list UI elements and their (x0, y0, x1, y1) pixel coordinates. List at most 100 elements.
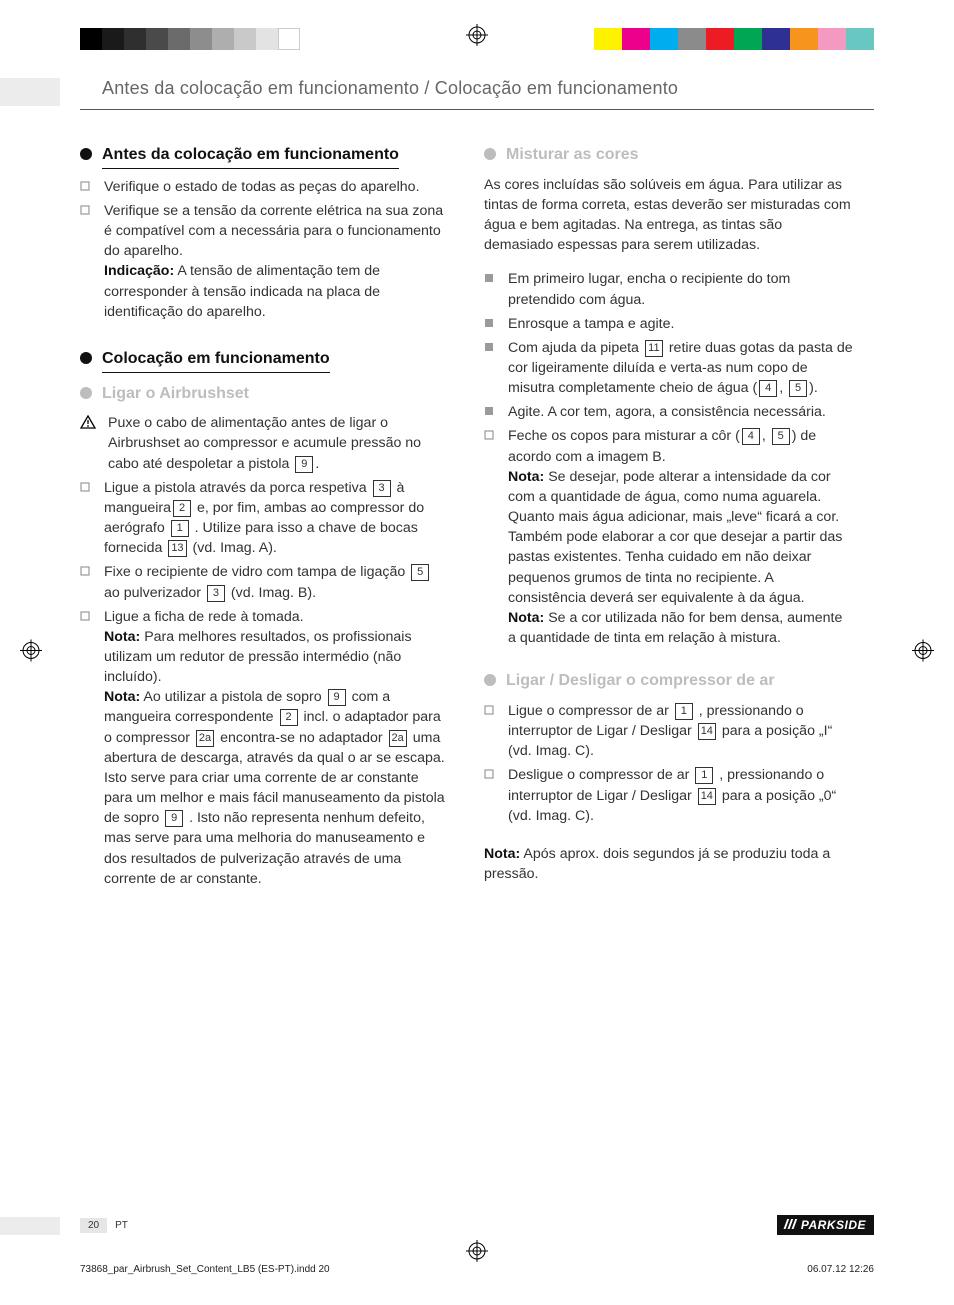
columns: Antes da colocação em funcionamento Veri… (80, 138, 874, 907)
section-subheading: Ligar o Airbrushset (80, 383, 450, 406)
ref-box: 9 (165, 810, 183, 827)
bullet-icon (80, 148, 92, 160)
text: Se a cor utilizada não for bem densa, au… (508, 610, 842, 646)
square-bullet-icon (484, 705, 496, 715)
bullet-icon (80, 387, 92, 399)
item-text: Feche os copos para misturar a côr (4, 5… (508, 426, 854, 648)
ref-box: 3 (373, 480, 391, 497)
text: Ligue o compressor de ar (508, 703, 673, 719)
ref-box: 2a (389, 730, 407, 747)
swatch (678, 28, 706, 50)
comma: , (762, 428, 770, 444)
heading-text: Colocação em funcionamento (102, 348, 330, 373)
item-text: Ligue o compressor de ar 1 , pressionand… (508, 701, 854, 761)
swatch (124, 28, 146, 50)
label: Nota: (104, 689, 140, 705)
ref-box: 5 (789, 380, 807, 397)
list-item: Puxe o cabo de alimentação antes de liga… (80, 413, 450, 473)
item-text: Em primeiro lugar, encha o recipiente do… (508, 269, 854, 309)
ref-box: 1 (171, 520, 189, 537)
square-bullet-icon (80, 611, 92, 621)
brand-text: PARKSIDE (801, 1218, 866, 1232)
text: ao pulverizador (104, 585, 205, 601)
comma: , (779, 380, 787, 396)
item-text: Verifique se a tensão da corrente elétri… (104, 201, 450, 322)
ref-box: 1 (675, 703, 693, 720)
swatch (168, 28, 190, 50)
bullet-icon (484, 148, 496, 160)
ref-box: 2 (280, 709, 298, 726)
page-number: 20 (80, 1218, 107, 1233)
label: Nota: (508, 469, 544, 485)
text: Com ajuda da pipeta (508, 340, 643, 356)
bullet-icon (484, 674, 496, 686)
swatch (80, 28, 102, 50)
item-text: Com ajuda da pipeta 11 retire duas gotas… (508, 338, 854, 398)
ref-box: 13 (168, 540, 186, 557)
list: Puxe o cabo de alimentação antes de liga… (80, 413, 450, 889)
ref-box: 3 (207, 585, 225, 602)
paragraph: As cores incluídas são solúveis em água.… (484, 175, 854, 256)
section-subheading: Misturar as cores (484, 144, 854, 167)
item-text: Ligue a ficha de rede à tomada. Nota: Pa… (104, 607, 450, 889)
list-item: Enrosque a tampa e agite. (484, 314, 854, 334)
paragraph: Nota: Após aprox. dois segundos já se pr… (484, 844, 854, 884)
swatch (734, 28, 762, 50)
swatch (706, 28, 734, 50)
brand-logo: PARKSIDE (777, 1215, 874, 1235)
item-text: Puxe o cabo de alimentação antes de liga… (108, 413, 450, 473)
swatch (846, 28, 874, 50)
ref-box: 1 (695, 767, 713, 784)
page-badge: 20 PT (80, 1218, 128, 1233)
divider (80, 109, 874, 110)
text: Fixe o recipiente de vidro com tampa de … (104, 564, 409, 580)
ref-box: 5 (411, 564, 429, 581)
indd-date: 06.07.12 12:26 (807, 1264, 874, 1275)
label: Nota: (104, 629, 140, 645)
running-head: Antes da colocação em funcionamento / Co… (102, 78, 874, 99)
ref-box: 9 (328, 689, 346, 706)
text: Também pode elaborar a cor que desejar a… (508, 529, 842, 605)
text: ). (809, 380, 818, 396)
page: Antes da colocação em funcionamento / Co… (0, 0, 954, 1305)
left-column: Antes da colocação em funcionamento Veri… (80, 138, 450, 907)
text: Ligue a pistola através da porca respeti… (104, 480, 371, 496)
list-item: Com ajuda da pipeta 11 retire duas gotas… (484, 338, 854, 398)
text: Feche os copos para misturar a côr ( (508, 428, 740, 444)
list-item: Verifique o estado de todas as peças do … (80, 177, 450, 197)
swatch (146, 28, 168, 50)
text: Para melhores resultados, os profissiona… (104, 629, 412, 685)
content-area: Antes da colocação em funcionamento / Co… (80, 78, 874, 907)
grey-tab (0, 1217, 60, 1235)
swatch (594, 28, 622, 50)
label: Indicação: (104, 263, 174, 279)
indd-footer: 73868_par_Airbrush_Set_Content_LB5 (ES-P… (80, 1264, 874, 1275)
text: Puxe o cabo de alimentação antes de liga… (108, 415, 421, 471)
right-column: Misturar as cores As cores incluídas são… (484, 138, 854, 907)
swatch (790, 28, 818, 50)
item-text: Enrosque a tampa e agite. (508, 314, 854, 334)
list: Verifique o estado de todas as peças do … (80, 177, 450, 322)
list-item: Desligue o compressor de ar 1 , pression… (484, 765, 854, 825)
text: Verifique se a tensão da corrente elétri… (104, 203, 443, 259)
grayscale-swatches (80, 28, 300, 50)
ref-box: 9 (295, 456, 313, 473)
swatch (256, 28, 278, 50)
list-item: Agite. A cor tem, agora, a consistência … (484, 402, 854, 422)
warning-icon (80, 415, 96, 435)
text: (vd. Imag. B). (231, 585, 316, 601)
registration-mark-icon (20, 639, 42, 666)
registration-mark-icon (466, 1240, 488, 1267)
list-item: Em primeiro lugar, encha o recipiente do… (484, 269, 854, 309)
list-item: Ligue o compressor de ar 1 , pressionand… (484, 701, 854, 761)
label: Nota: (508, 610, 544, 626)
label: Nota: (484, 846, 520, 862)
text: (vd. Imag. A). (193, 540, 277, 556)
ref-box: 14 (698, 788, 716, 805)
square-bullet-icon (484, 769, 496, 779)
color-swatches (594, 28, 874, 50)
item-text: Agite. A cor tem, agora, a consistência … (508, 402, 854, 422)
heading-text: Ligar o Airbrushset (102, 383, 249, 406)
list-item: Ligue a ficha de rede à tomada. Nota: Pa… (80, 607, 450, 889)
heading-text: Antes da colocação em funcionamento (102, 144, 399, 169)
